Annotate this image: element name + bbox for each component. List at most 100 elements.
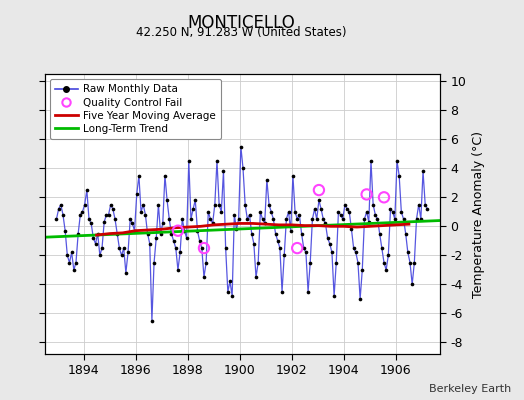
Point [358,267,366,273]
Point [378,245,386,251]
Point [363,209,371,215]
Point [298,230,306,237]
Point [117,252,126,258]
Point [373,216,381,222]
Point [108,206,117,212]
Point [421,201,429,208]
Point [276,245,284,251]
Point [61,228,69,234]
Point [100,219,108,225]
Point [237,143,245,150]
Point [371,212,379,218]
Point [419,168,427,174]
Point [328,249,336,256]
Point [159,220,167,227]
Point [204,209,213,215]
Point [293,216,301,222]
Point [249,240,258,247]
Point [135,172,143,179]
Point [232,226,241,232]
Point [265,201,273,208]
Point [163,197,171,204]
Point [312,216,321,222]
Point [178,216,187,222]
Point [81,201,89,208]
Point [230,212,238,218]
Point [376,230,384,237]
Point [191,197,200,204]
Point [339,216,347,222]
Point [189,206,198,212]
Point [187,216,195,222]
Point [369,201,377,208]
Point [211,201,219,208]
Point [184,158,193,164]
Point [395,172,403,179]
Point [224,288,232,295]
Point [78,209,86,215]
Point [245,212,254,218]
Point [414,201,423,208]
Point [154,201,162,208]
Point [200,274,208,280]
Point [98,245,106,251]
Text: 42.250 N, 91.283 W (United States): 42.250 N, 91.283 W (United States) [136,26,346,39]
Point [302,249,310,256]
Point [219,168,227,174]
Point [310,206,319,212]
Point [323,235,332,241]
Point [401,230,410,237]
Point [200,245,208,251]
Point [285,209,293,215]
Point [104,212,113,218]
Point [174,228,182,234]
Point [247,230,256,237]
Point [321,220,330,227]
Point [144,230,152,237]
Point [352,249,360,256]
Point [367,158,375,164]
Point [72,260,80,266]
Point [76,212,84,218]
Point [315,187,323,193]
Point [217,209,225,215]
Point [124,249,132,256]
Point [410,260,419,266]
Point [63,252,71,258]
Point [263,177,271,183]
Point [156,230,165,237]
Point [174,267,182,273]
Point [380,194,388,200]
Point [399,216,408,222]
Point [287,228,295,234]
Point [89,235,97,241]
Point [96,252,104,258]
Point [417,216,425,222]
Point [93,230,102,237]
Point [130,228,139,234]
Point [128,220,137,227]
Point [91,240,100,247]
Point [243,216,252,222]
Point [356,296,364,302]
Point [274,238,282,244]
Point [115,245,124,251]
Point [350,245,358,251]
Point [234,216,243,222]
Point [195,238,204,244]
Point [269,216,278,222]
Point [176,249,184,256]
Y-axis label: Temperature Anomaly (°C): Temperature Anomaly (°C) [472,130,485,298]
Point [384,252,392,258]
Point [226,278,234,285]
Point [403,249,412,256]
Point [306,260,314,266]
Point [126,216,135,222]
Point [423,206,432,212]
Point [133,191,141,198]
Point [336,212,345,218]
Point [341,201,349,208]
Point [74,230,82,237]
Text: Berkeley Earth: Berkeley Earth [429,384,511,394]
Point [102,212,111,218]
